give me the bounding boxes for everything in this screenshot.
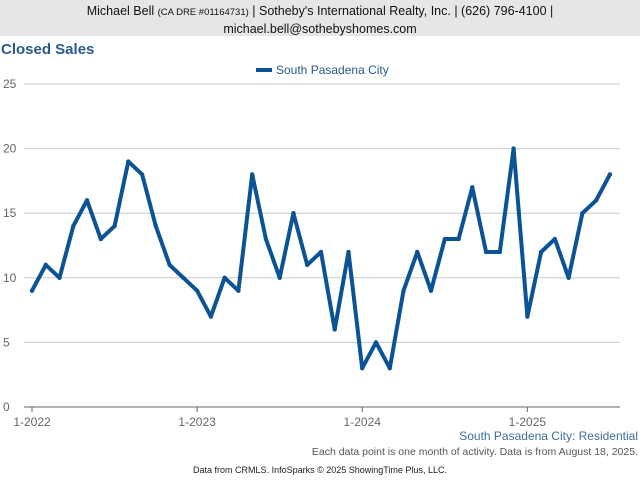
data-point[interactable] — [332, 327, 337, 332]
data-point[interactable] — [607, 172, 613, 177]
axes: 0 5 10 15 20 25 1-2022 1-2023 1-2024 1-2025 — [3, 77, 620, 429]
data-point[interactable] — [428, 288, 434, 293]
data-point[interactable] — [249, 172, 255, 177]
data-point[interactable] — [346, 249, 351, 255]
data-point[interactable] — [71, 223, 76, 229]
y-tick-label: 10 — [3, 271, 17, 285]
agent-header: Michael Bell (CA DRE #01164731) | Sotheb… — [0, 0, 640, 36]
data-point[interactable] — [552, 236, 558, 242]
data-point[interactable] — [291, 211, 296, 216]
legend-label: South Pasadena City — [276, 63, 389, 77]
data-point[interactable] — [580, 211, 585, 216]
data-point[interactable] — [538, 249, 544, 255]
y-tick-label: 0 — [3, 400, 10, 414]
data-point[interactable] — [525, 314, 530, 319]
data-point[interactable] — [511, 146, 516, 151]
agent-name: Michael Bell — [86, 4, 155, 18]
y-tick-label: 15 — [3, 206, 17, 220]
data-point[interactable] — [84, 198, 90, 203]
data-point[interactable] — [263, 236, 269, 242]
series-line-0[interactable] — [30, 146, 612, 371]
x-tick-label: 1-2025 — [509, 415, 547, 429]
data-point[interactable] — [29, 288, 35, 293]
data-point[interactable] — [236, 288, 241, 293]
data-point[interactable] — [277, 275, 282, 280]
x-tick-label: 1-2022 — [13, 415, 51, 429]
data-point[interactable] — [497, 249, 503, 255]
data-point[interactable] — [318, 249, 324, 255]
x-tick-label: 1-2023 — [178, 415, 216, 429]
agent-dre: (CA DRE #01164731) — [157, 7, 249, 18]
data-point[interactable] — [456, 236, 461, 242]
y-tick-label: 20 — [3, 142, 17, 156]
data-point[interactable] — [181, 275, 186, 280]
legend[interactable]: South Pasadena City — [256, 63, 389, 77]
data-point[interactable] — [126, 159, 131, 164]
series-layer — [29, 146, 613, 371]
chart-subtitle: South Pasadena City: Residential — [459, 429, 638, 443]
data-point[interactable] — [401, 288, 406, 293]
header-line-1: Michael Bell (CA DRE #01164731) | Sotheb… — [0, 0, 640, 21]
data-point[interactable] — [415, 249, 420, 255]
data-point[interactable] — [167, 262, 172, 268]
agent-email[interactable]: michael.bell@sothebyshomes.com — [223, 22, 417, 36]
data-point[interactable] — [360, 366, 365, 371]
data-point[interactable] — [566, 275, 571, 280]
agent-company-phone: | Sotheby's International Realty, Inc. |… — [252, 4, 554, 18]
data-point[interactable] — [194, 288, 200, 293]
data-point[interactable] — [222, 275, 227, 280]
data-point[interactable] — [483, 249, 489, 255]
data-point[interactable] — [593, 198, 599, 203]
data-point[interactable] — [208, 314, 214, 319]
y-tick-label: 25 — [3, 77, 17, 91]
data-point[interactable] — [442, 236, 447, 242]
data-point[interactable] — [43, 262, 48, 268]
data-point[interactable] — [112, 223, 117, 229]
data-point[interactable] — [98, 236, 104, 242]
chart-title: Closed Sales — [1, 41, 95, 58]
data-point[interactable] — [57, 275, 62, 280]
data-point[interactable] — [305, 262, 310, 268]
data-credit: Data from CRMLS. InfoSparks © 2025 Showi… — [193, 465, 447, 475]
data-note: Each data point is one month of activity… — [311, 446, 638, 458]
y-tick-label: 5 — [3, 335, 10, 349]
data-point[interactable] — [373, 340, 379, 345]
data-point[interactable] — [387, 366, 392, 371]
x-tick-label: 1-2024 — [344, 415, 382, 429]
data-point[interactable] — [470, 185, 475, 190]
data-point[interactable] — [139, 172, 145, 177]
data-point[interactable] — [153, 223, 159, 229]
